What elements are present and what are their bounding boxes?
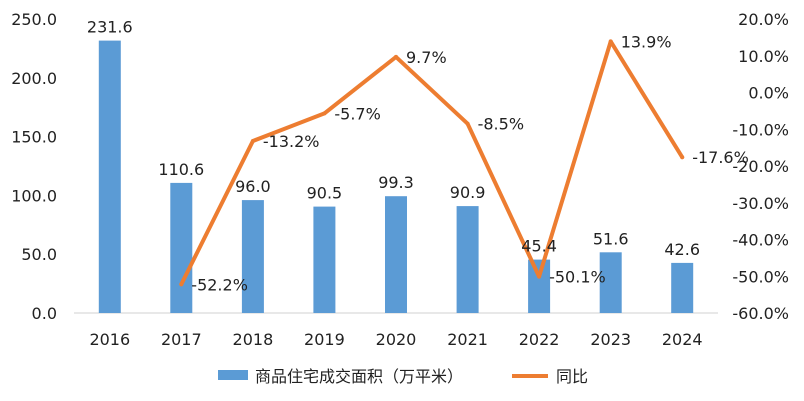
yoy-point-2019	[322, 111, 327, 116]
bars-group	[98, 40, 694, 313]
x-tick-label: 2024	[662, 330, 703, 349]
right-tick-label: -10.0%	[732, 120, 789, 139]
yoy-label-2020: 9.7%	[406, 48, 447, 67]
bar-2021	[456, 206, 479, 313]
data-labels-group: 231.6 110.6 96.0 90.5 99.3 90.9 45.4 51.6 42.6 -5…	[87, 18, 749, 295]
right-tick-label: 20.0%	[738, 10, 789, 29]
left-tick-label: 250.0	[11, 10, 57, 29]
left-tick-label: 150.0	[11, 128, 57, 147]
right-axis-ticks: -60.0% -50.0% -40.0% -30.0% -20.0% -10.0% 0.0%…	[732, 10, 789, 323]
yoy-point-2021	[465, 121, 470, 126]
x-tick-label: 2022	[519, 330, 560, 349]
bar-2020	[385, 196, 407, 313]
bar-2016	[98, 40, 121, 313]
x-tick-label: 2017	[161, 330, 202, 349]
yoy-point-2022	[537, 274, 542, 279]
bar-label-2018: 96.0	[235, 177, 271, 196]
yoy-label-2021: -8.5%	[478, 115, 524, 134]
x-axis-ticks: 2016 2017 2018 2019 2020 2021 2022 2023 2024	[89, 330, 702, 349]
right-tick-label: -30.0%	[732, 194, 789, 213]
bar-label-2019: 90.5	[307, 184, 343, 203]
yoy-label-2018: -13.2%	[263, 132, 320, 151]
right-tick-label: -60.0%	[732, 304, 789, 323]
x-tick-label: 2018	[233, 330, 274, 349]
right-tick-label: -50.0%	[732, 267, 789, 286]
x-tick-label: 2021	[447, 330, 488, 349]
bar-2022	[528, 259, 551, 313]
line-series-group	[179, 39, 685, 287]
bar-label-2020: 99.3	[378, 173, 414, 192]
bar-label-2024: 42.6	[664, 240, 700, 259]
left-tick-label: 100.0	[11, 186, 57, 205]
bar-label-2021: 90.9	[450, 183, 486, 202]
bar-label-2016: 231.6	[87, 18, 133, 37]
yoy-point-2020	[394, 54, 398, 59]
bar-2023	[599, 252, 622, 313]
yoy-point-2017	[179, 282, 184, 287]
yoy-point-2018	[250, 139, 255, 143]
bar-label-2022: 45.4	[521, 237, 557, 256]
bar-label-2023: 51.6	[593, 229, 629, 248]
left-tick-label: 200.0	[11, 69, 57, 88]
x-tick-label: 2020	[376, 330, 417, 349]
left-axis-ticks: 0.0 50.0 100.0 150.0 200.0 250.0	[11, 10, 57, 323]
bar-2017	[170, 182, 193, 313]
x-tick-label: 2019	[304, 330, 345, 349]
legend: 商品住宅成交面积（万平米） 同比	[218, 367, 588, 386]
yoy-point-2023	[608, 39, 613, 44]
legend-swatch-bar	[218, 370, 248, 380]
left-tick-label: 50.0	[21, 245, 57, 264]
yoy-label-2024: -17.6%	[692, 148, 749, 167]
yoy-label-2017: -52.2%	[191, 275, 248, 294]
right-tick-label: 0.0%	[748, 84, 789, 103]
bar-2024	[671, 262, 694, 313]
yoy-point-2024	[680, 155, 685, 160]
yoy-label-2022: -50.1%	[549, 268, 606, 287]
x-tick-label: 2016	[89, 330, 130, 349]
bar-2018	[241, 200, 264, 313]
x-tick-label: 2023	[590, 330, 631, 349]
yoy-label-2019: -5.7%	[334, 104, 380, 123]
bar-label-2017: 110.6	[158, 160, 204, 179]
right-tick-label: 10.0%	[738, 47, 789, 66]
legend-label-line: 同比	[556, 367, 588, 386]
legend-label-bar: 商品住宅成交面积（万平米）	[255, 367, 463, 386]
right-tick-label: -40.0%	[732, 231, 789, 250]
right-tick-label: -20.0%	[732, 157, 789, 176]
left-tick-label: 0.0	[32, 304, 57, 323]
bar-2019	[313, 206, 336, 313]
yoy-label-2023: 13.9%	[621, 32, 672, 51]
yoy-line	[179, 39, 685, 287]
